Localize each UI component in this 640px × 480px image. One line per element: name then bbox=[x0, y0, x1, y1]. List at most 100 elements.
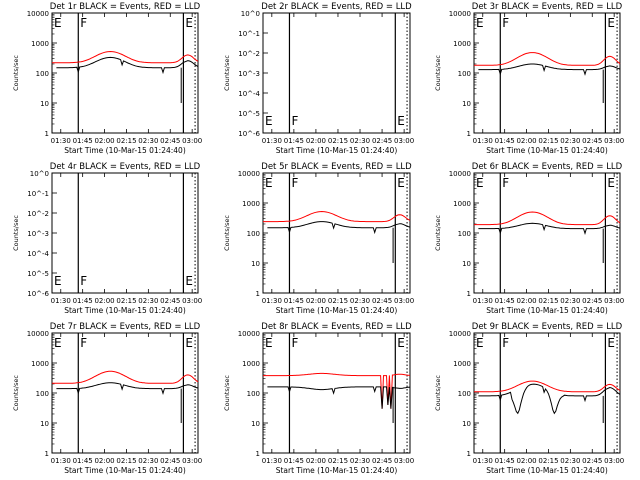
detector-panel: Det 7r BLACK = Events, RED = LLD 01:30 01:… bbox=[12, 322, 202, 475]
detector-panel: Det 1r BLACK = Events, RED = LLD 01:30 01:… bbox=[12, 2, 202, 155]
y-tick-label: 10000 bbox=[449, 330, 471, 338]
y-tick-label: 100 bbox=[36, 70, 49, 78]
y-tick-label: 10 bbox=[40, 420, 49, 428]
x-tick-label: 02:30 bbox=[138, 457, 158, 465]
x-tick-label: 01:30 bbox=[51, 137, 71, 145]
annotation-e-start: E bbox=[476, 336, 484, 350]
y-tick-label: 10 bbox=[40, 100, 49, 108]
x-tick-label: 03:00 bbox=[394, 137, 414, 145]
detector-panel: Det 3r BLACK = Events, RED = LLD 01:30 01:… bbox=[434, 2, 624, 155]
events-series-line bbox=[56, 56, 199, 75]
x-tick-label: 02:45 bbox=[372, 137, 392, 145]
x-tick-label: 02:45 bbox=[582, 137, 602, 145]
y-tick-label: 1 bbox=[45, 450, 49, 458]
x-tick-label: 01:30 bbox=[473, 457, 493, 465]
x-tick-label: 01:45 bbox=[495, 457, 515, 465]
panel-title: Det 4r BLACK = Events, RED = LLD bbox=[50, 162, 201, 172]
y-tick-label: 1 bbox=[467, 290, 471, 298]
y-tick-label: 10^-3 bbox=[238, 70, 260, 78]
panel-title: Det 8r BLACK = Events, RED = LLD bbox=[261, 322, 412, 332]
annotation-f: F bbox=[291, 114, 298, 128]
y-tick-label: 100 bbox=[247, 390, 260, 398]
x-tick-label: 02:30 bbox=[560, 457, 580, 465]
x-tick-label: 03:00 bbox=[604, 297, 624, 305]
annotation-e-end: E bbox=[397, 176, 405, 190]
x-tick-label: 01:30 bbox=[262, 457, 282, 465]
x-axis-label: Start Time (10-Mar-15 01:24:40) bbox=[64, 466, 186, 475]
y-tick-label: 10^-2 bbox=[238, 50, 260, 58]
panel-title: Det 5r BLACK = Events, RED = LLD bbox=[261, 162, 412, 172]
annotation-e-end: E bbox=[397, 114, 405, 128]
y-tick-label: 10 bbox=[462, 100, 471, 108]
detector-panel: Det 5r BLACK = Events, RED = LLD 01:30 01:… bbox=[223, 162, 414, 315]
y-tick-label: 1 bbox=[256, 450, 260, 458]
x-tick-label: 01:30 bbox=[473, 137, 493, 145]
x-tick-label: 02:00 bbox=[516, 297, 536, 305]
x-tick-label: 01:30 bbox=[262, 137, 282, 145]
annotation-f: F bbox=[80, 16, 87, 30]
y-tick-label: 10 bbox=[251, 420, 260, 428]
x-tick-label: 02:15 bbox=[116, 297, 136, 305]
y-tick-label: 10000 bbox=[449, 170, 471, 178]
panel-title: Det 1r BLACK = Events, RED = LLD bbox=[50, 2, 201, 12]
events-series-line bbox=[478, 222, 621, 235]
lld-series-line bbox=[263, 210, 411, 223]
panel-title: Det 9r BLACK = Events, RED = LLD bbox=[472, 322, 623, 332]
x-axis-label: Start Time (10-Mar-15 01:24:40) bbox=[64, 146, 186, 155]
x-tick-label: 02:45 bbox=[372, 457, 392, 465]
panel-title: Det 2r BLACK = Events, RED = LLD bbox=[261, 2, 412, 12]
y-tick-label: 1 bbox=[256, 290, 260, 298]
y-axis-label: Counts/sec bbox=[223, 55, 231, 91]
lld-series-line bbox=[263, 372, 411, 409]
x-tick-label: 01:45 bbox=[284, 137, 304, 145]
x-tick-label: 02:15 bbox=[538, 457, 558, 465]
x-tick-label: 02:15 bbox=[538, 297, 558, 305]
x-tick-label: 02:45 bbox=[372, 297, 392, 305]
y-tick-label: 1 bbox=[45, 130, 49, 138]
x-tick-label: 02:30 bbox=[350, 457, 370, 465]
annotation-f: F bbox=[502, 336, 509, 350]
x-tick-label: 02:00 bbox=[306, 137, 326, 145]
y-tick-label: 10^-4 bbox=[238, 90, 260, 98]
y-axis-label: Counts/sec bbox=[434, 215, 442, 251]
detector-panel: Det 8r BLACK = Events, RED = LLD 01:30 01:… bbox=[223, 322, 414, 475]
panel-title: Det 6r BLACK = Events, RED = LLD bbox=[472, 162, 623, 172]
y-tick-label: 10 bbox=[462, 260, 471, 268]
y-axis-label: Counts/sec bbox=[12, 55, 20, 91]
y-tick-label: 100 bbox=[458, 230, 471, 238]
events-series-line bbox=[267, 221, 411, 235]
x-tick-label: 03:00 bbox=[182, 457, 202, 465]
x-tick-label: 01:30 bbox=[262, 297, 282, 305]
y-tick-label: 1 bbox=[467, 130, 471, 138]
annotation-f: F bbox=[291, 176, 298, 190]
y-axis-label: Counts/sec bbox=[434, 55, 442, 91]
x-tick-label: 02:00 bbox=[516, 457, 536, 465]
x-tick-label: 01:45 bbox=[284, 297, 304, 305]
y-axis-label: Counts/sec bbox=[12, 375, 20, 411]
x-tick-label: 01:30 bbox=[51, 297, 71, 305]
x-tick-label: 02:30 bbox=[138, 137, 158, 145]
y-tick-label: 1000 bbox=[453, 40, 471, 48]
x-tick-label: 03:00 bbox=[604, 137, 624, 145]
x-tick-label: 02:00 bbox=[306, 457, 326, 465]
y-tick-label: 10000 bbox=[238, 170, 260, 178]
y-tick-label: 100 bbox=[458, 70, 471, 78]
panel-title: Det 7r BLACK = Events, RED = LLD bbox=[50, 322, 201, 332]
y-tick-label: 10^-2 bbox=[27, 210, 49, 218]
annotation-f: F bbox=[80, 336, 87, 350]
x-tick-label: 02:30 bbox=[560, 137, 580, 145]
x-tick-label: 02:45 bbox=[582, 297, 602, 305]
detector-panel: Det 2r BLACK = Events, RED = LLD 01:30 01:… bbox=[223, 2, 414, 155]
annotation-e-start: E bbox=[265, 114, 273, 128]
x-tick-label: 02:15 bbox=[328, 297, 348, 305]
annotation-e-start: E bbox=[54, 336, 62, 350]
x-tick-label: 02:15 bbox=[116, 457, 136, 465]
x-tick-label: 03:00 bbox=[182, 297, 202, 305]
detector-panel: Det 6r BLACK = Events, RED = LLD 01:30 01:… bbox=[434, 162, 624, 315]
annotation-e-start: E bbox=[265, 336, 273, 350]
x-tick-label: 01:45 bbox=[73, 137, 93, 145]
annotation-f: F bbox=[502, 16, 509, 30]
annotation-f: F bbox=[80, 274, 87, 288]
x-axis-label: Start Time (10-Mar-15 01:24:40) bbox=[276, 466, 398, 475]
